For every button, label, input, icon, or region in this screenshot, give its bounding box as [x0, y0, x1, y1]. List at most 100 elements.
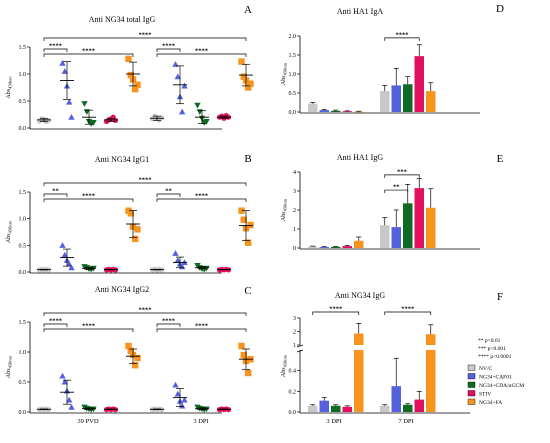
y-tick-label: 1	[293, 343, 296, 349]
bar	[426, 334, 436, 345]
legend-swatch	[467, 390, 476, 397]
significance-label: ****	[396, 31, 409, 38]
bar	[391, 227, 401, 248]
y-tick-label: 0.0	[289, 410, 297, 416]
data-point	[247, 80, 254, 87]
data-point	[81, 101, 88, 107]
panel-title: Anti NG34 IgG1	[95, 155, 149, 164]
y-tick-label: 1.0	[19, 217, 27, 223]
y-tick-label: 1.0	[289, 72, 297, 78]
y-tick-label: 2	[293, 208, 296, 214]
significance-label: ****	[195, 48, 208, 55]
bar	[391, 85, 401, 112]
significance-label: ****	[329, 306, 342, 313]
bar	[380, 405, 390, 412]
significance-label: ****	[139, 307, 152, 314]
y-axis-label: Abs450nm	[6, 355, 13, 378]
pvalue-legend-entry: **** p<0.0001	[478, 354, 512, 360]
y-axis-label: Abs450nm	[6, 76, 13, 99]
data-point	[59, 372, 66, 379]
bar	[354, 350, 364, 412]
bar	[426, 91, 436, 112]
bar	[308, 103, 318, 112]
significance-label: ****	[195, 193, 208, 200]
bar	[342, 111, 352, 112]
data-point	[172, 61, 179, 67]
legend-label: NV/C	[479, 366, 492, 372]
significance-bracket	[43, 198, 134, 202]
bar	[331, 246, 341, 248]
bar	[342, 246, 352, 248]
data-point	[172, 250, 179, 256]
data-point	[61, 251, 68, 258]
y-tick-label: 1.0	[19, 72, 27, 78]
legend-label: NG34+CAF01	[479, 375, 512, 381]
y-tick-label: 0.0	[19, 410, 27, 416]
significance-bracket	[43, 37, 247, 41]
significance-bracket	[43, 323, 68, 327]
y-tick-label: 1.0	[19, 350, 27, 356]
data-point	[174, 257, 181, 263]
data-point	[247, 221, 254, 229]
data-point	[179, 402, 186, 409]
panel-title: Anti NG34 total IgG	[89, 15, 156, 24]
data-point	[66, 98, 73, 105]
y-tick-label: 2	[293, 330, 296, 336]
bar	[319, 110, 329, 112]
significance-label: ****	[162, 318, 175, 325]
y-tick-label: 0.0	[19, 270, 27, 276]
data-point	[238, 342, 245, 350]
panel-title: Anti HA1 IgA	[337, 7, 383, 16]
x-tick-label: 3 DPI	[193, 418, 208, 425]
x-tick-label: 3 DPI	[326, 418, 341, 425]
panel-letter: F	[497, 291, 503, 303]
data-point	[90, 120, 97, 126]
panel-letter: A	[244, 4, 252, 16]
significance-bracket	[384, 174, 420, 178]
axis-break-mark	[296, 344, 304, 348]
legend-label: NG34+CDA/αGCM	[479, 383, 524, 389]
data-point	[134, 226, 141, 233]
bar	[319, 247, 329, 248]
significance-label: ****	[139, 32, 152, 39]
bar	[414, 399, 424, 412]
bar	[354, 240, 364, 248]
bar	[426, 350, 436, 412]
significance-bracket	[156, 48, 181, 52]
y-tick-label: 1.5	[19, 45, 27, 51]
y-tick-label: 3	[293, 189, 296, 195]
legend-swatch	[467, 364, 476, 371]
bar	[426, 207, 436, 248]
pvalue-legend-entry: *** p<0.001	[478, 346, 506, 352]
panel-letter: B	[244, 153, 251, 165]
y-axis-label: Abs450nm	[281, 198, 288, 221]
significance-bracket	[384, 189, 409, 194]
data-point	[134, 354, 141, 362]
bar	[380, 225, 390, 248]
y-tick-label: 0.0	[19, 126, 27, 132]
significance-bracket	[43, 328, 134, 332]
y-tick-label: 1.5	[289, 53, 297, 59]
significance-label: **	[52, 188, 59, 195]
y-tick-label: 0.5	[19, 99, 27, 105]
x-tick-label: 39 PVD	[77, 418, 98, 425]
y-tick-label: 0.0	[289, 110, 297, 116]
data-point	[132, 362, 139, 369]
data-point	[59, 60, 66, 66]
y-tick-label: 2.0	[289, 34, 297, 40]
significance-bracket	[156, 53, 247, 57]
legend-swatch	[467, 398, 476, 405]
data-point	[132, 85, 139, 93]
significance-label: ****	[401, 306, 414, 313]
data-point	[125, 342, 132, 350]
bar	[342, 406, 352, 412]
significance-bracket	[156, 193, 181, 197]
bar	[403, 404, 413, 412]
data-point	[240, 216, 247, 223]
significance-bracket	[43, 193, 68, 197]
y-tick-label: 1.5	[19, 320, 27, 326]
data-point	[174, 73, 181, 80]
significance-label: ****	[82, 323, 95, 330]
